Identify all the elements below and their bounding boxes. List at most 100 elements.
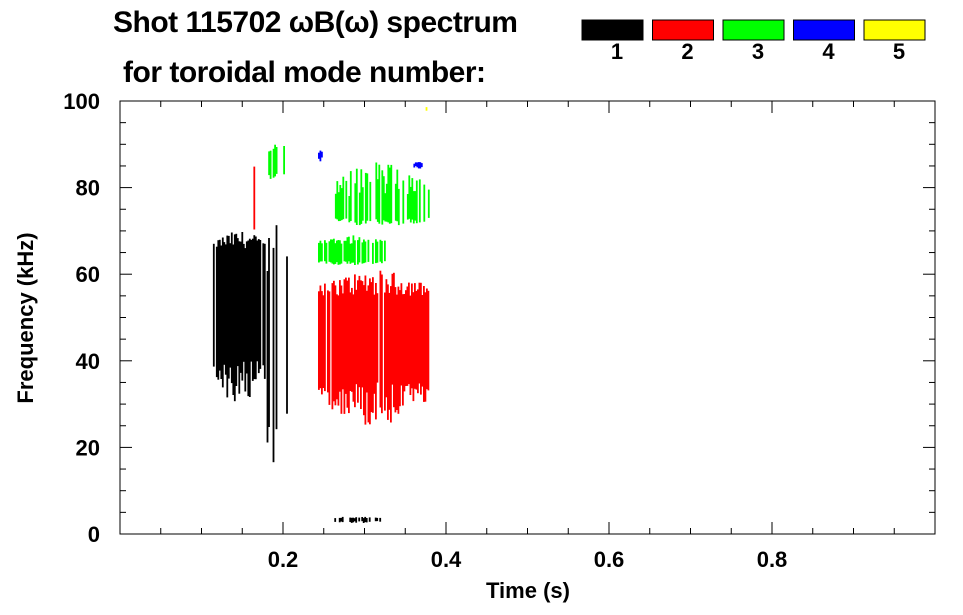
spectrum-mode-3-streak (274, 144, 276, 177)
spectrum-mode-1-streak (349, 517, 352, 522)
spectrum-mode-1-streak (247, 240, 250, 397)
spectrum-mode-3-streak (387, 164, 390, 223)
spectrum-mode-1-streak (242, 243, 245, 362)
spectrum-mode-2-streak (412, 292, 415, 402)
spectrum-mode-3-streak (372, 242, 374, 264)
spectrum-mode-2-streak (324, 283, 326, 392)
spectrum-mode-2-streak (318, 291, 320, 390)
spectrum-mode-1-streak (272, 247, 275, 463)
legend-label-mode-4: 4 (822, 39, 835, 64)
spectrum-mode-2-streak (420, 282, 422, 395)
spectrum-mode-3-streak (394, 183, 397, 221)
spectrum-mode-3-streak (339, 185, 342, 221)
spectrum-mode-3-streak (384, 240, 386, 262)
spectrum-mode-3-streak (337, 192, 340, 222)
spectrum-mode-1-streak (230, 232, 233, 384)
spectrum-mode-3-streak (343, 240, 346, 262)
spectrum-mode-2-streak (394, 287, 397, 413)
spectrum-mode-1-streak (212, 243, 215, 367)
spectrum-mode-3-streak (272, 148, 275, 178)
legend-swatch-mode-5 (863, 19, 926, 41)
spectrum-mode-2-streak (421, 295, 424, 387)
spectrum-mode-3-streak (427, 189, 430, 218)
spectrum-mode-2-streak (414, 283, 416, 389)
spectrum-mode-3-streak (381, 170, 384, 225)
spectrum-mode-1-streak (221, 237, 224, 388)
spectrum-mode-3-streak (412, 191, 415, 224)
spectrum-mode-3-streak (360, 169, 363, 224)
spectrum-mode-2-streak (384, 292, 386, 411)
spectrum-mode-2-streak (328, 291, 331, 405)
spectrum-mode-1-streak (256, 240, 259, 362)
spectrum-mode-2-streak (403, 294, 406, 392)
spectrum-mode-2-streak (405, 290, 407, 386)
spectrum-mode-3-streak (348, 236, 350, 262)
spectrum-mode-3-streak (375, 239, 377, 264)
spectrum-mode-4-streak (420, 163, 423, 168)
spectrum-mode-2-streak (399, 290, 401, 407)
spectrum-mode-2-streak (381, 274, 383, 414)
spectrum-mode-3-streak (319, 240, 322, 262)
spectrum-mode-1-streak (220, 245, 223, 379)
spectrum-mode-3-streak (349, 171, 352, 221)
spectrum-mode-3-streak (396, 169, 399, 222)
chart-title-line2: for toroidal mode number: (123, 56, 486, 89)
spectrum-mode-3-streak (381, 241, 383, 264)
spectrum-mode-2-streak (390, 286, 392, 423)
spectrum-mode-1-streak (215, 246, 218, 378)
spectrum-mode-1-streak (223, 242, 226, 365)
spectrum-mode-3-streak (351, 243, 353, 263)
spectrum-mode-3-streak (328, 241, 331, 262)
spectrum-mode-2-streak (391, 273, 394, 385)
spectrum-mode-1-streak (259, 240, 262, 369)
spectrum-mode-1-streak (224, 244, 227, 375)
spectrum-mode-3-streak (390, 164, 393, 224)
spectrum-mode-2-streak (327, 290, 329, 393)
spectrum-mode-3-streak (358, 192, 361, 226)
spectrum-mode-3-streak (415, 180, 418, 224)
spectrum-mode-2-streak (331, 283, 334, 410)
spectrum-mode-1-streak (233, 234, 236, 402)
legend-label-mode-5: 5 (893, 39, 905, 64)
x-tick-label: 0.2 (268, 547, 299, 572)
spectrum-mode-4-streak (321, 151, 323, 158)
spectrum-mode-3-streak (345, 240, 347, 262)
legend-swatch-mode-4 (793, 19, 855, 41)
spectrum-mode-3-streak (385, 183, 388, 222)
spectrum-mode-3-streak (375, 162, 378, 220)
spectrum-mode-2-streak (319, 285, 322, 389)
spectrum-mode-3-streak (411, 178, 414, 220)
spectrum-mode-1-streak (218, 239, 221, 371)
spectrum-mode-2-streak (333, 280, 335, 402)
spectrum-mode-2-streak (373, 294, 376, 394)
spectrum-mode-2-streak (253, 166, 256, 230)
legend-label-mode-1: 1 (611, 39, 623, 64)
spectrum-mode-1-streak (253, 235, 256, 380)
spectrum-mode-2-streak (402, 294, 404, 406)
spectrum-mode-1-streak (286, 256, 288, 414)
spectrum-mode-2-streak (354, 274, 356, 408)
spectrum-mode-2-streak (351, 287, 353, 392)
spectrum-mode-2-streak (357, 280, 359, 403)
spectrum-mode-3-streak (334, 193, 337, 219)
spectrum-mode-2-streak (321, 291, 323, 395)
spectrum-mode-1-streak (245, 241, 248, 374)
spectrum-mode-2-streak (322, 295, 325, 388)
spectrum-mode-3-streak (367, 239, 370, 262)
spectrum-mode-2-streak (337, 295, 340, 406)
y-tick-label: 100 (63, 89, 100, 114)
spectrum-mode-3-streak (406, 194, 409, 220)
spectrum-mode-3-streak (409, 186, 412, 223)
spectrum-mode-1-streak (217, 240, 220, 380)
spectrum-mode-3-streak (352, 235, 355, 263)
spectrum-mode-1-streak (365, 518, 368, 523)
spectrum-mode-2-streak (360, 280, 362, 409)
spectrum-mode-2-streak (358, 275, 361, 388)
spectrum-mode-1-streak (338, 517, 341, 523)
spectrum-mode-2-streak (426, 288, 428, 390)
spectrum-mode-2-streak (355, 289, 358, 385)
spectrum-mode-2-streak (411, 283, 413, 389)
spectrum-mode-4-streak (414, 162, 417, 167)
spectrum-mode-2-streak (336, 294, 338, 400)
